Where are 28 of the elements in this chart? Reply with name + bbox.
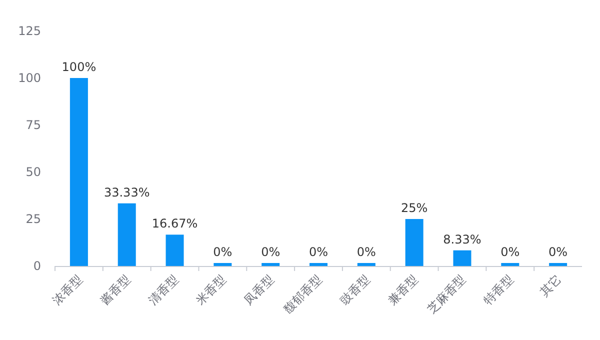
- y-tick-label: 25: [26, 212, 41, 226]
- data-label: 0%: [213, 245, 232, 259]
- x-tick-label: 豉香型: [337, 272, 373, 308]
- data-label: 100%: [62, 60, 96, 74]
- y-tick-label: 125: [18, 24, 41, 38]
- x-tick-label: 浓香型: [50, 272, 86, 308]
- data-label: 0%: [548, 245, 568, 259]
- x-tick-label: 芝麻香型: [424, 272, 468, 316]
- y-tick-label: 75: [26, 118, 41, 132]
- x-tick-label: 兼香型: [385, 272, 420, 308]
- y-tick-label: 50: [26, 165, 41, 179]
- data-label: 0%: [308, 245, 328, 259]
- data-label: 33.33%: [104, 185, 150, 200]
- x-tick-label: 其它: [537, 272, 564, 300]
- data-label: 0%: [356, 245, 376, 259]
- data-label: 8.33%: [443, 232, 482, 246]
- data-label: 16.67%: [152, 216, 198, 231]
- data-label: 0%: [500, 245, 520, 259]
- data-label: 0%: [261, 245, 280, 259]
- y-tick-label: 100: [18, 71, 41, 85]
- data-label: 25%: [400, 201, 428, 215]
- x-tick-label: 凤香型: [241, 272, 277, 308]
- x-tick-label: 馥郁香型: [280, 272, 325, 316]
- x-tick-label: 酱香型: [98, 272, 133, 308]
- x-tick-label: 特香型: [480, 272, 516, 308]
- y-tick-label: 0: [33, 259, 41, 273]
- x-tick-label: 清香型: [146, 272, 181, 308]
- x-tick-label: 米香型: [193, 272, 229, 308]
